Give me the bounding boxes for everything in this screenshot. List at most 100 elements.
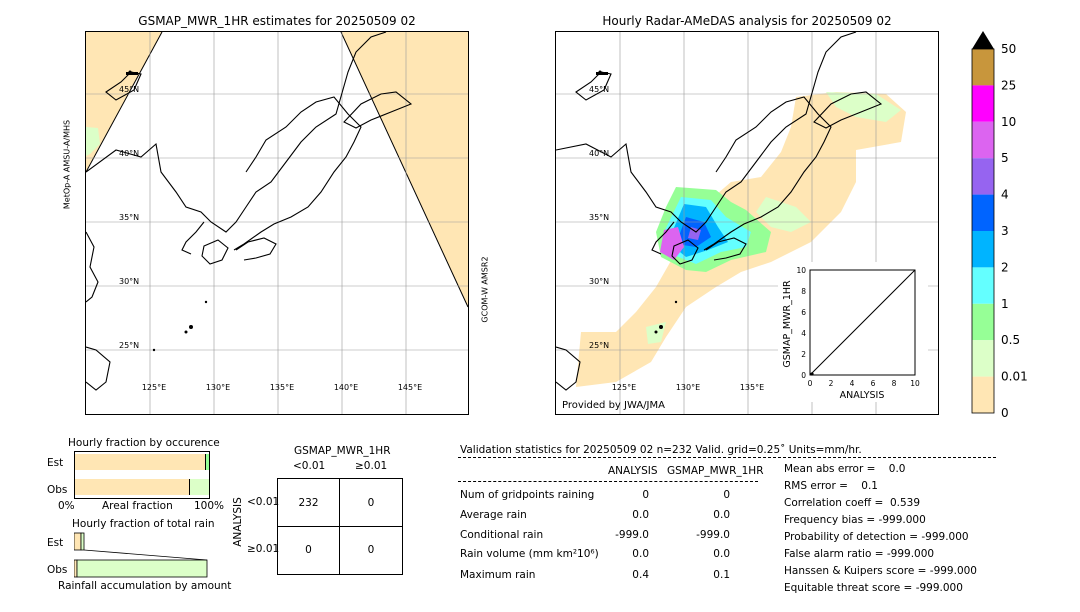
colorbar-label: 2 [1001, 260, 1009, 274]
left-map-title: GSMAP_MWR_1HR estimates for 20250509 02 [138, 14, 416, 28]
total-rain-est-label: Est [47, 537, 64, 549]
colorbar-labels: 50 25 10 5 4 3 2 1 0.5 0.01 0 [1001, 42, 1028, 420]
right-map-canvas: 45°N 40°N 35°N 30°N 25°N 125°E 130°E 135… [556, 32, 938, 414]
contingency-row-ge: ≥0.01 [247, 543, 280, 555]
contingency-col-ge: ≥0.01 [355, 460, 388, 472]
stat-est: 0.0 [713, 548, 730, 560]
svg-text:4: 4 [801, 329, 806, 338]
total-rain-title: Hourly fraction of total rain [72, 518, 215, 530]
colorbar-canvas: 50 25 10 5 4 3 2 1 0.5 0.01 0 [971, 31, 1028, 420]
inset-scatter-canvas: 0 2 4 6 8 10 0 2 4 6 8 10 ANALYSIS GSMAP… [782, 266, 920, 401]
validation-col-rule [458, 481, 758, 482]
right-islands [596, 70, 678, 334]
validation-col-analysis: ANALYSIS [608, 465, 658, 477]
occurrence-bars [74, 451, 210, 499]
left-lat-labels: 45°N 40°N 35°N 30°N 25°N [119, 85, 139, 350]
right-lat-labels: 45°N 40°N 35°N 30°N 25°N [589, 85, 609, 350]
occurrence-axis-right: 100% [194, 500, 225, 512]
stat-label: Average rain [460, 509, 527, 521]
colorbar-segment [972, 340, 994, 377]
stat-analysis: 0.4 [632, 569, 649, 581]
score-line: Frequency bias = -999.000 [784, 514, 926, 526]
stat-label: Conditional rain [460, 529, 544, 541]
left-map: 45°N 40°N 35°N 30°N 25°N 125°E 130°E 135… [85, 31, 469, 415]
svg-text:2: 2 [829, 379, 834, 388]
occurrence-axis-left: 0% [58, 500, 75, 512]
lat-label: 40°N [589, 149, 609, 158]
right-lon-labels: 125°E 130°E 135°E [612, 383, 764, 392]
colorbar-segment [972, 303, 994, 341]
validation-header-rule [458, 457, 996, 458]
lat-label: 30°N [589, 277, 609, 286]
svg-text:8: 8 [801, 287, 806, 296]
svg-text:0: 0 [801, 371, 806, 380]
svg-text:2: 2 [801, 350, 806, 359]
lon-label: 145°E [398, 383, 422, 392]
contingency-cell: 0 [367, 544, 375, 556]
contingency-cell: 232 [298, 497, 319, 509]
occurrence-axis-mid: Areal fraction [102, 500, 173, 512]
contingency-row-lt: <0.01 [247, 496, 280, 508]
occurrence-obs-bar [75, 479, 190, 495]
svg-text:4: 4 [850, 379, 855, 388]
colorbar-label: 3 [1001, 224, 1009, 238]
inset-yticks: 0 2 4 6 8 10 [796, 266, 806, 380]
scatter-point [810, 372, 814, 376]
colorbar-segment [972, 267, 994, 304]
stat-est: 0.0 [713, 509, 730, 521]
lat-label: 45°N [119, 85, 139, 94]
lon-label: 135°E [740, 383, 764, 392]
contingency-cell: 0 [367, 497, 375, 509]
left-map-canvas: 45°N 40°N 35°N 30°N 25°N 125°E 130°E 135… [86, 32, 468, 414]
occurrence-est-label: Est [47, 457, 64, 469]
colorbar-segment [972, 85, 994, 122]
left-coastline [86, 32, 413, 391]
stat-analysis: 0 [642, 489, 649, 501]
right-map-title: Hourly Radar-AMeDAS analysis for 2025050… [602, 14, 892, 28]
score-line: Mean abs error = 0.0 [784, 463, 906, 475]
colorbar-label: 0 [1001, 406, 1009, 420]
colorbar-segment [972, 49, 994, 86]
right-satellite-label: GCOM-W AMSR2 [480, 256, 490, 323]
left-islands [126, 70, 208, 352]
lat-label: 45°N [589, 85, 609, 94]
total-rain-caption: Rainfall accumulation by amount [58, 580, 232, 592]
colorbar-segments [972, 49, 994, 413]
small-rain-area [86, 127, 100, 156]
lat-label: 40°N [119, 149, 139, 158]
svg-text:0: 0 [808, 379, 813, 388]
lat-label: 35°N [589, 213, 609, 222]
score-line: False alarm ratio = -999.000 [784, 548, 935, 560]
inset-ylabel: GSMAP_MWR_1HR [782, 280, 793, 368]
score-line: Equitable threat score = -999.000 [784, 582, 963, 594]
colorbar-segment [972, 121, 994, 159]
total-rain-bars [73, 531, 208, 579]
svg-text:6: 6 [871, 379, 876, 388]
left-graticule [86, 32, 468, 414]
inset-xlabel: ANALYSIS [840, 390, 885, 401]
colorbar-extend-arrow [972, 31, 994, 49]
lat-label: 25°N [119, 341, 139, 350]
stat-label: Maximum rain [460, 569, 536, 581]
colorbar-label: 10 [1001, 115, 1016, 129]
diagonal-line [809, 269, 916, 376]
colorbar-segment [972, 376, 994, 413]
colorbar-segment [972, 231, 994, 268]
stat-analysis: 0.0 [632, 548, 649, 560]
contingency-cell: 0 [305, 544, 312, 556]
contingency-row-axis: ANALYSIS [232, 497, 244, 547]
score-line: Probability of detection = -999.000 [784, 531, 969, 543]
stat-analysis: 0.0 [632, 509, 649, 521]
occurrence-obs-rain [190, 479, 209, 495]
lon-label: 140°E [334, 383, 358, 392]
colorbar-label: 25 [1001, 78, 1016, 92]
stat-est: 0 [723, 489, 730, 501]
svg-text:10: 10 [910, 379, 920, 388]
score-line: Hanssen & Kuipers score = -999.000 [784, 565, 977, 577]
occurrence-obs-label: Obs [47, 484, 68, 496]
lon-label: 125°E [612, 383, 636, 392]
stat-label: Rain volume (mm km²10⁶) [460, 548, 599, 560]
total-rain-obs-label: Obs [47, 564, 68, 576]
lat-label: 30°N [119, 277, 139, 286]
rain-light-central [756, 197, 811, 232]
